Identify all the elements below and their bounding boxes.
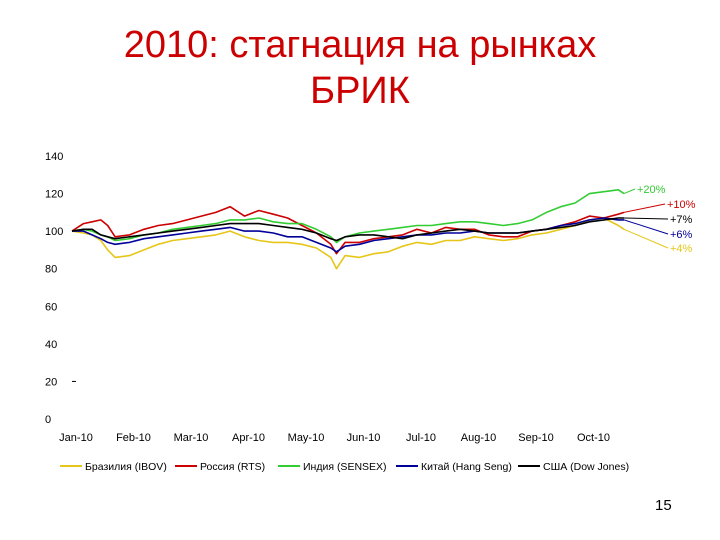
end-label: +20%	[637, 184, 666, 196]
end-label-leader	[623, 219, 669, 235]
y-tick-label: 140	[45, 151, 63, 163]
end-label-leader	[623, 203, 666, 213]
x-tick-label: Jan-10	[59, 432, 93, 444]
end-label-leader	[623, 188, 636, 195]
x-tick-label: Mar-10	[174, 432, 209, 444]
y-tick-label: 80	[45, 264, 57, 276]
x-tick-label: Jun-10	[347, 432, 381, 444]
y-tick-label: 20	[45, 376, 57, 388]
legend-label: США (Dow Jones)	[543, 461, 629, 473]
slide-title: 2010: стагнация на рынках БРИК	[60, 22, 660, 114]
y-tick-label: 100	[45, 226, 63, 238]
x-tick-label: Feb-10	[116, 432, 151, 444]
page-number: 15	[655, 497, 672, 514]
legend-label: Россия (RTS)	[200, 461, 265, 473]
end-label: +6%	[670, 229, 693, 241]
y-tick-label: 0	[45, 414, 51, 426]
series-line	[71, 217, 625, 270]
x-tick-label: Jul-10	[406, 432, 436, 444]
x-tick-label: Oct-10	[577, 432, 610, 444]
end-label: +4%	[670, 243, 693, 255]
x-tick-label: Sep-10	[518, 432, 553, 444]
x-tick-label: Aug-10	[461, 432, 496, 444]
end-label-leader	[623, 217, 669, 220]
y-tick-label: 120	[45, 189, 63, 201]
series-line	[71, 189, 625, 244]
x-tick-label: May-10	[288, 432, 325, 444]
end-label: +10%	[667, 199, 696, 211]
end-label-leader	[623, 228, 669, 249]
end-label: +7%	[670, 214, 693, 226]
title-line-2: БРИК	[310, 70, 410, 112]
series-line	[72, 217, 624, 253]
legend-label: Бразилия (IBOV)	[85, 461, 167, 473]
title-line-1: 2010: стагнация на рынках	[123, 24, 597, 66]
legend-label: Индия (SENSEX)	[303, 461, 387, 473]
legend-label: Китай (Hang Seng)	[421, 461, 512, 473]
y-tick-label: 60	[45, 301, 57, 313]
x-tick-label: Apr-10	[232, 432, 265, 444]
y-tick-label: 40	[45, 339, 57, 351]
series-line	[71, 217, 624, 242]
